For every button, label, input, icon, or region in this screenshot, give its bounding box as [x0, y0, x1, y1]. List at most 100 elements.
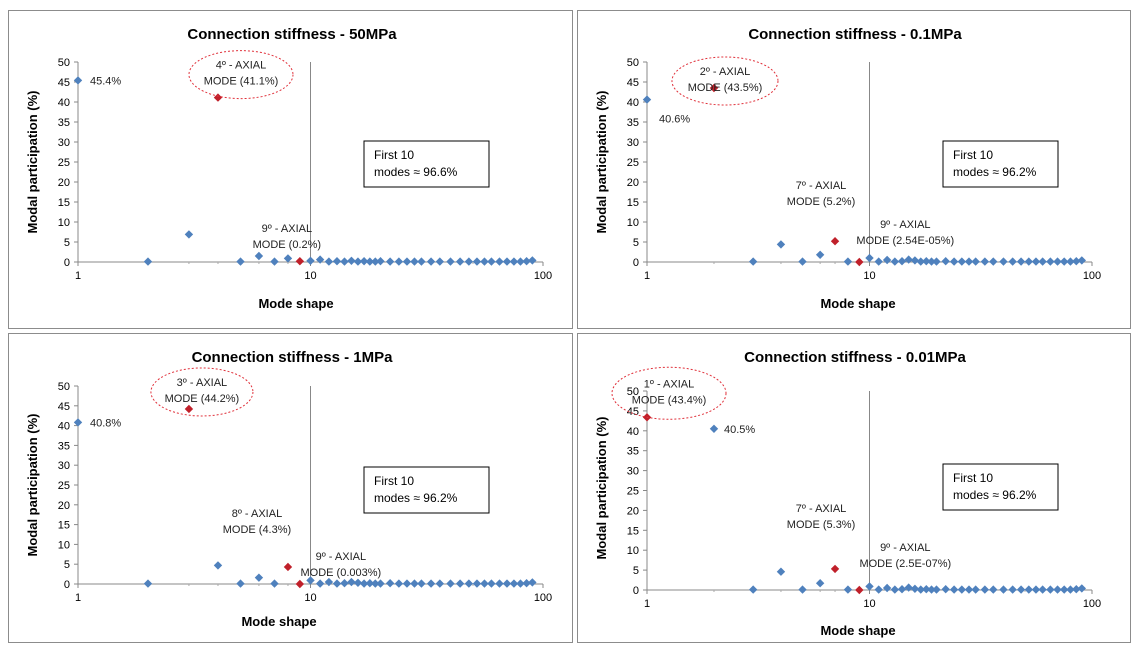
data-point — [932, 257, 941, 266]
data-point — [528, 578, 537, 587]
y-tick-label: 50 — [627, 386, 639, 398]
data-point — [446, 579, 455, 588]
annotation-text: MODE (43.4%) — [632, 394, 707, 406]
x-axis-label: Mode shape — [820, 623, 895, 638]
y-tick-label: 10 — [58, 539, 70, 551]
annotation-text: 3º - AXIAL — [177, 377, 228, 389]
y-tick-label: 10 — [627, 545, 639, 557]
data-point — [371, 257, 380, 266]
first-10-modes-callout: First 10 modes ≈ 96.2% — [363, 466, 490, 514]
data-point — [748, 585, 758, 594]
x-axis-label: Mode shape — [820, 296, 895, 311]
y-axis-label: Modal participation (%) — [25, 91, 40, 234]
data-point — [865, 253, 874, 263]
data-point — [502, 257, 512, 266]
y-tick-label: 5 — [633, 565, 639, 577]
annotation-text: 9º - AXIAL — [880, 542, 931, 554]
data-label: 40.6% — [659, 114, 690, 126]
x-tick-label: 100 — [534, 592, 552, 604]
x-tick-label: 100 — [1083, 598, 1101, 610]
data-point — [1008, 585, 1017, 594]
axial-mode-point — [830, 237, 840, 246]
chart-panel-1mpa: Connection stiffness - 1MPa 0 5 10 15 20 25 30 3… — [8, 333, 573, 643]
annotation-text: MODE (44.2%) — [165, 393, 240, 405]
data-point — [1024, 257, 1034, 266]
data-point — [472, 579, 482, 588]
axial-mode-annotation: 8º - AXIAL MODE (4.3%) — [223, 508, 291, 536]
annotation-text: MODE (0.003%) — [301, 567, 382, 579]
axial-mode-annotation: 9º - AXIAL MODE (0.003%) — [301, 551, 382, 579]
y-tick-label: 30 — [58, 137, 70, 149]
data-point — [435, 257, 445, 266]
x-tick-label: 1 — [644, 598, 650, 610]
annotation-text: MODE (4.3%) — [223, 524, 291, 536]
data-point — [989, 585, 998, 594]
y-tick-label: 25 — [58, 480, 70, 492]
data-point — [376, 579, 385, 588]
chart-title: Connection stiffness - 50MPa — [187, 26, 397, 43]
data-point — [874, 585, 883, 594]
annotation-text: MODE (5.2%) — [787, 196, 855, 208]
data-point — [385, 579, 395, 588]
axial-mode-point — [283, 562, 293, 572]
chart-panel-0-01mpa: Connection stiffness - 0.01MPa 0 5 10 15 20 25… — [577, 333, 1131, 643]
data-point — [897, 257, 907, 266]
data-point — [236, 579, 245, 588]
axial-mode-annotation: 9º - AXIAL MODE (2.54E-05%) — [856, 219, 954, 247]
data-point — [1038, 585, 1047, 594]
data-point — [1024, 585, 1034, 594]
annotation-text: MODE (2.5E-07%) — [859, 558, 951, 570]
data-point — [446, 257, 455, 266]
first-10-modes-callout: First 10 modes ≈ 96.2% — [942, 140, 1059, 188]
data-point — [642, 95, 652, 104]
y-tick-label: 15 — [58, 520, 70, 532]
callout-text: modes ≈ 96.2% — [953, 165, 1037, 179]
data-point — [1077, 584, 1087, 593]
data-point — [1077, 256, 1087, 265]
data-point — [306, 256, 315, 265]
y-tick-label: 0 — [633, 585, 639, 597]
x-tick-label: 10 — [304, 592, 316, 604]
data-point — [315, 579, 325, 588]
y-tick-label: 35 — [627, 117, 639, 129]
callout-box — [942, 140, 1059, 188]
data-point — [270, 257, 279, 266]
data-point — [1016, 257, 1026, 266]
data-point — [865, 582, 874, 591]
data-point — [776, 240, 786, 249]
annotation-text: 9º - AXIAL — [262, 223, 313, 235]
data-point — [916, 257, 925, 266]
data-point — [371, 579, 380, 588]
annotation-text: MODE (5.3%) — [787, 519, 855, 531]
x-axis-label: Mode shape — [258, 296, 333, 311]
data-point — [882, 583, 892, 593]
data-point — [464, 579, 474, 588]
data-label: 40.5% — [724, 424, 755, 436]
data-point — [347, 577, 356, 587]
data-point — [941, 585, 950, 594]
data-point — [324, 257, 334, 266]
data-point — [426, 257, 436, 266]
callout-box — [363, 140, 490, 188]
annotation-text: 1º - AXIAL — [644, 378, 695, 390]
first-10-modes-callout: First 10 modes ≈ 96.6% — [363, 140, 490, 188]
data-point — [949, 585, 959, 594]
y-tick-label: 25 — [627, 157, 639, 169]
data-point — [270, 579, 279, 588]
data-point — [495, 579, 504, 588]
data-point — [359, 579, 369, 588]
y-tick-label: 10 — [58, 217, 70, 229]
y-tick-label: 0 — [64, 579, 70, 591]
y-tick-label: 50 — [58, 57, 70, 69]
axial-mode-point — [295, 579, 305, 589]
y-axis-label: Modal participation (%) — [594, 417, 609, 560]
axial-mode-point — [855, 257, 864, 267]
callout-box — [942, 463, 1059, 511]
data-point — [455, 257, 465, 266]
data-point — [999, 585, 1008, 594]
data-point — [455, 579, 465, 588]
y-tick-label: 20 — [627, 177, 639, 189]
data-point — [394, 257, 404, 266]
data-point — [1046, 585, 1055, 594]
first-10-modes-callout: First 10 modes ≈ 96.2% — [942, 463, 1059, 511]
